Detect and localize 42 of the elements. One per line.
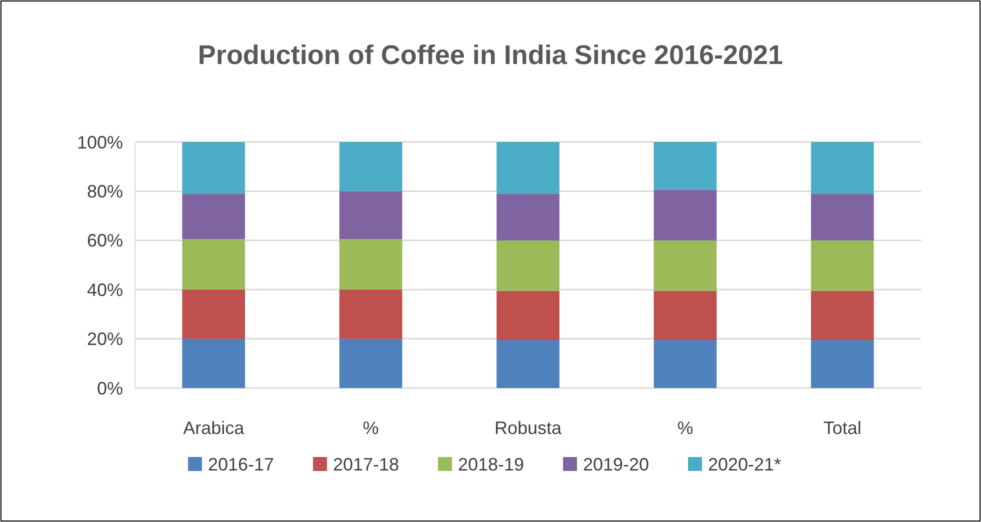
legend-label: 2019-20: [583, 454, 650, 474]
bar: [810, 290, 874, 340]
y-tick-label: 100%: [76, 132, 123, 152]
bar: [496, 290, 560, 340]
legend-label: 2018-19: [458, 454, 524, 474]
bar: [654, 340, 717, 388]
x-tick-label: Total: [823, 418, 862, 438]
bar: [810, 340, 874, 388]
chart-title: Production of Coffee in India Since 2016-2021: [198, 40, 784, 70]
bar: [182, 290, 246, 339]
bar: [339, 191, 402, 240]
y-tick-label: 20%: [86, 329, 123, 350]
bar: [182, 239, 246, 290]
bar: [654, 142, 717, 190]
legend-label: 2017-18: [333, 454, 400, 474]
bar: [496, 142, 560, 194]
bar: [339, 142, 402, 192]
x-tick-label: %: [362, 418, 379, 438]
bar: [182, 338, 246, 388]
bar: [810, 194, 874, 240]
x-tick-label: %: [677, 418, 694, 438]
bar: [339, 239, 402, 290]
y-tick-label: 0%: [96, 378, 123, 398]
bar: [496, 194, 560, 240]
bar: [810, 142, 874, 194]
y-tick-label: 40%: [86, 280, 123, 300]
bar: [339, 290, 402, 339]
y-tick-label: 60%: [86, 230, 123, 251]
bar: [810, 240, 874, 291]
bar: [496, 240, 560, 291]
x-tick-label: Robusta: [494, 418, 563, 438]
bar: [654, 190, 717, 240]
x-tick-label: Arabica: [183, 418, 246, 438]
bar: [182, 194, 246, 240]
legend-label: 2020-21*: [708, 454, 782, 474]
bar: [496, 340, 560, 388]
legend-label: 2016-17: [208, 454, 274, 474]
y-tick-label: 80%: [86, 182, 123, 202]
bar: [654, 290, 717, 340]
bar: [182, 142, 246, 194]
bar: [654, 240, 717, 291]
bar: [339, 338, 402, 388]
